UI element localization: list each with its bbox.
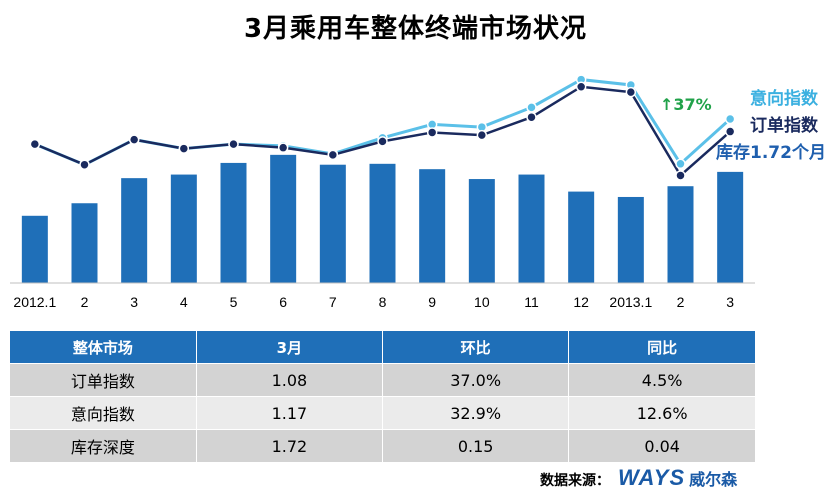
bar-8 [419,169,446,283]
table-row: 库存深度 1.72 0.15 0.04 [10,429,755,462]
series-1-point-1 [79,159,90,170]
series-1-point-14 [724,126,736,137]
logo-text: WAYS [618,465,686,490]
table-cell: 1.17 [196,396,384,430]
summary-table: 整体市场 3月 环比 同比 订单指数 1.08 37.0% 4.5% 意向指数 … [10,331,755,462]
series-1-point-12 [625,86,637,98]
bar-7 [369,163,396,283]
source-label: 数据来源： [540,473,610,489]
table-header: 整体市场 [10,331,197,364]
bar-0 [21,215,48,283]
series-0-point-14 [724,113,736,125]
series-1-point-2 [128,134,140,145]
bar-5 [270,154,297,283]
table-cell: 32.9% [382,396,570,430]
series-1-point-7 [377,136,388,147]
bar-6 [319,164,346,283]
series-line-1 [34,85,731,178]
table-cell: 订单指数 [10,363,197,397]
table-header: 环比 [382,331,570,364]
series-0-point-13 [675,158,686,170]
table-header: 3月 [196,331,384,364]
table-cell: 4.5% [568,363,755,397]
table-cell: 0.15 [382,429,570,462]
series-1-point-6 [327,149,339,161]
combo-chart: 2012.1 2 3 4 5 6 7 8 9 10 11 12 2013.1 2 3 ↑37% 意向指数 订… [10,74,826,310]
bar-13 [667,186,694,283]
change-annotation: ↑37% [660,95,712,114]
x-tick-label: 4 [180,294,188,310]
table-cell: 意向指数 [10,396,197,430]
table-cell: 37.0% [382,363,570,397]
table-row: 意向指数 1.17 32.9% 12.6% [10,396,755,430]
table-row: 订单指数 1.08 37.0% 4.5% [10,363,755,397]
x-tick-label: 8 [379,294,387,310]
bar-3 [170,174,197,283]
table-cell: 库存深度 [10,429,197,462]
x-tick-label: 2 [81,294,89,310]
bar-4 [220,162,247,283]
series-0-point-10 [526,102,537,113]
bar-2 [121,178,148,283]
bar-12 [617,196,644,283]
series-1-point-8 [426,127,438,138]
legend-order: 订单指数 [750,115,819,136]
x-tick-label: 3 [130,294,138,310]
series-1-point-3 [178,143,190,154]
page-title: 3月乘用车整体终端市场状况 [243,14,588,44]
bar-9 [468,179,495,283]
x-tick-label: 10 [474,294,490,310]
logo-cn-text: 威尔森 [689,470,738,489]
series-1-point-9 [476,129,488,141]
table-header: 同比 [568,331,755,364]
table-cell: 12.6% [568,396,755,430]
series-1-point-11 [575,81,587,92]
table-cell: 1.08 [196,363,384,397]
x-tick-label: 12 [573,294,589,310]
x-tick-label: 2012.1 [13,294,56,310]
x-tick-label: 7 [329,294,337,310]
x-tick-label: 2 [677,294,685,310]
x-tick-label: 3 [726,294,734,310]
legend-inventory: 库存1.72个月 [716,142,826,163]
table-cell: 0.04 [568,429,755,462]
series-1-point-4 [228,138,239,150]
bar-14 [717,171,744,283]
summary-table-wrapper: 整体市场 3月 环比 同比 订单指数 1.08 37.0% 4.5% 意向指数 … [10,331,755,462]
ways-logo: WAYS 威尔森 [618,465,738,490]
legend-intent: 意向指数 [750,88,819,109]
x-tick-label: 2013.1 [609,294,652,310]
table-cell: 1.72 [196,429,384,462]
x-tick-label: 11 [524,294,539,310]
series-1-point-0 [29,138,41,150]
bar-1 [71,203,98,283]
bar-10 [518,174,545,283]
series-1-point-13 [675,170,686,181]
x-tick-label: 6 [279,294,287,310]
x-tick-label: 5 [230,294,238,310]
series-1-point-5 [277,142,289,153]
bar-11 [568,191,595,283]
x-tick-label: 9 [428,294,436,310]
table-header-row: 整体市场 3月 环比 同比 [10,331,755,364]
series-1-point-10 [526,111,537,123]
